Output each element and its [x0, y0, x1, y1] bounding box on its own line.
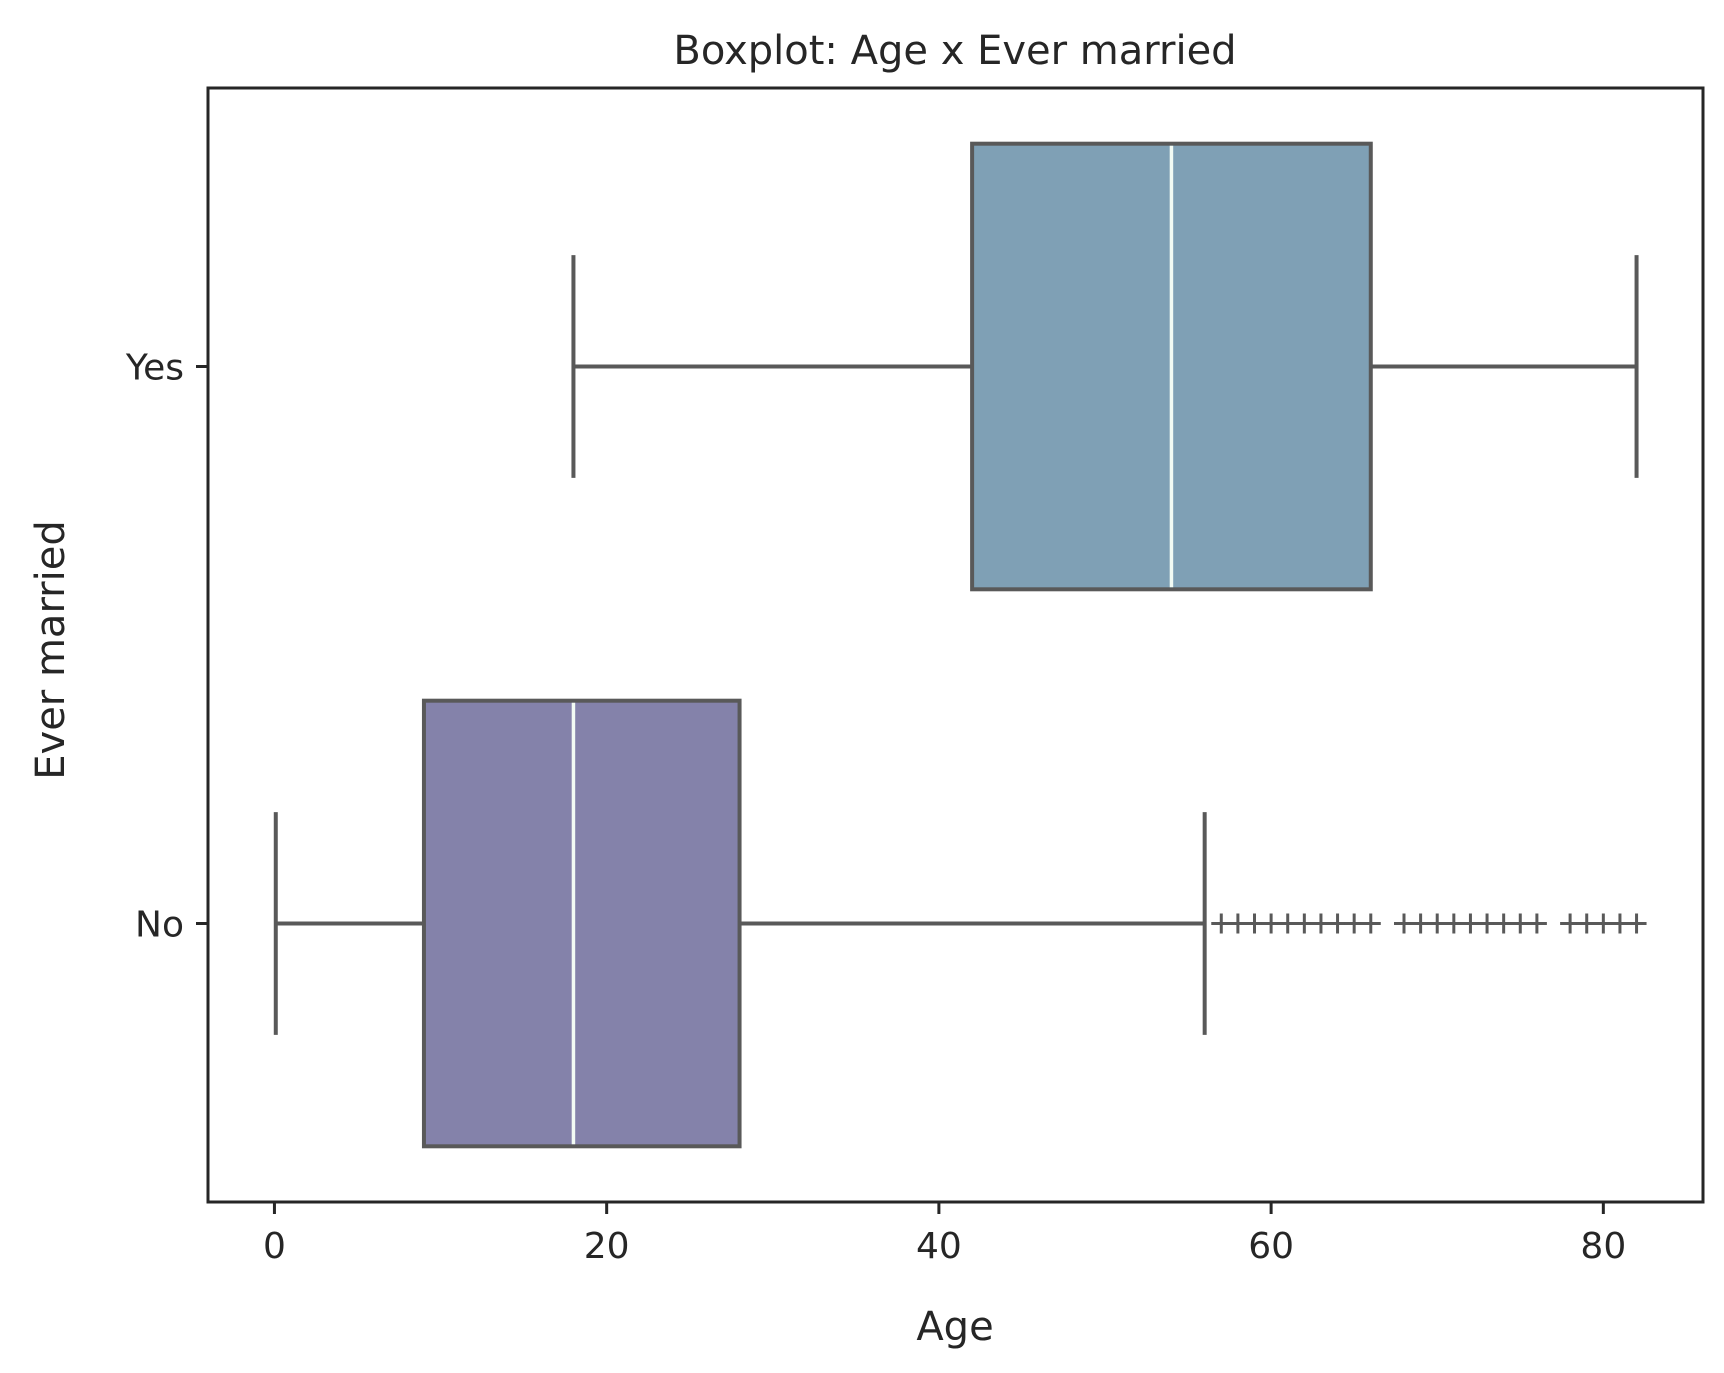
plot-area	[273, 141, 1647, 1149]
x-axis: 0 20 40 60 80	[263, 1202, 1626, 1267]
x-tick-label: 0	[263, 1226, 286, 1267]
box-group-yes	[571, 141, 1639, 592]
outlier-marker-no	[1360, 913, 1381, 934]
y-axis: Yes No	[125, 348, 208, 946]
y-axis-label: Ever married	[28, 520, 74, 780]
y-tick-label-no: No	[135, 905, 184, 946]
plot-frame	[206, 86, 1705, 1204]
x-axis-label: Age	[916, 1304, 993, 1350]
chart-title: Boxplot: Age x Ever married	[673, 28, 1236, 74]
outlier-marker-no	[1526, 913, 1547, 934]
x-tick-label: 60	[1248, 1226, 1294, 1267]
box-no	[421, 698, 742, 1149]
x-tick-label: 20	[584, 1226, 630, 1267]
x-tick-label: 80	[1580, 1226, 1626, 1267]
x-tick-label: 40	[916, 1226, 962, 1267]
y-tick-label-yes: Yes	[125, 348, 184, 389]
box-group-no	[273, 698, 1647, 1149]
outlier-marker-no	[1626, 913, 1647, 934]
